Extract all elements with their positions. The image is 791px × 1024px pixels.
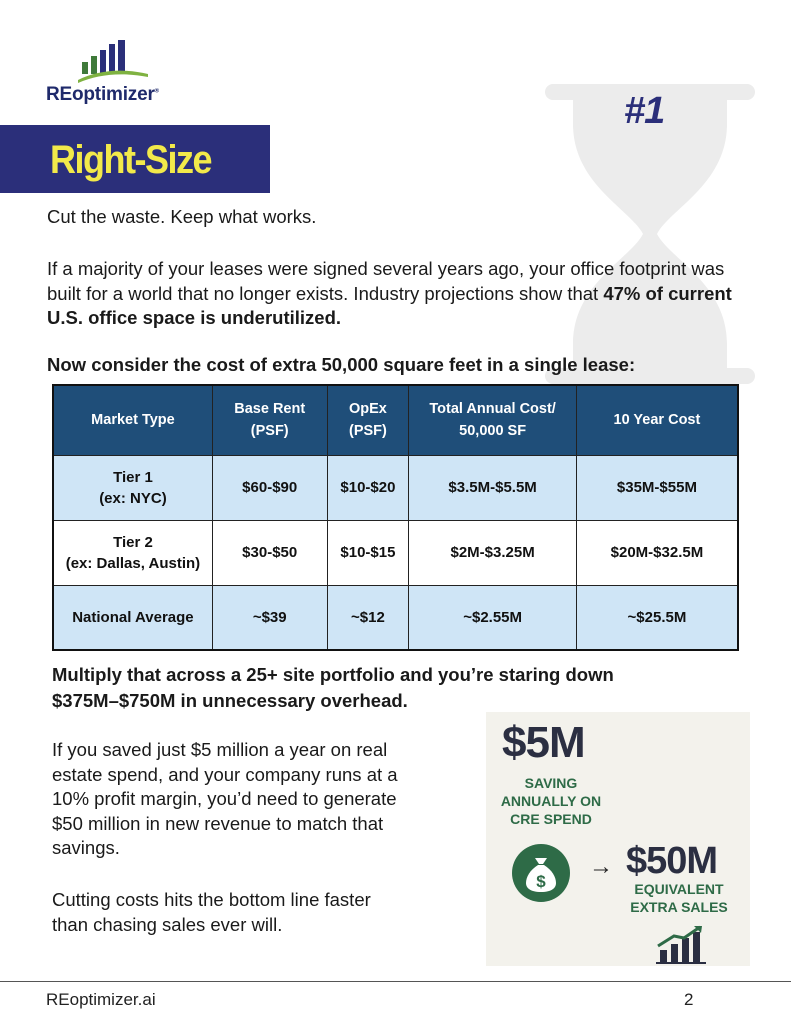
intro-text: If a majority of your leases were signed…: [47, 258, 725, 304]
table-header-row: Market Type Base Rent (PSF) OpEx (PSF) Tot…: [52, 384, 739, 456]
portfolio-callout: Multiply that across a 25+ site portfoli…: [52, 662, 752, 714]
savings-amount: $5M: [502, 718, 586, 767]
money-bag-icon: $: [512, 844, 570, 902]
column-header: Total Annual Cost/50,000 SF: [408, 384, 577, 456]
callout-line: Multiply that across a 25+ site portfoli…: [52, 664, 614, 685]
svg-text:$: $: [536, 872, 546, 891]
table-cell: $35M-$55M: [575, 454, 739, 521]
paragraph-line: If you saved just $5 million a year on r…: [52, 739, 388, 760]
paragraph-line: 10% profit margin, you’d need to generat…: [52, 788, 397, 809]
section-title: Right-Size: [50, 136, 213, 182]
table-cell: Tier 1 (ex: NYC): [52, 454, 213, 521]
revenue-caption: EQUIVALENT EXTRA SALES: [630, 881, 728, 915]
growth-chart-icon: [656, 925, 706, 964]
table-cell: $2M-$3.25M: [408, 519, 577, 586]
column-header: 10 Year Cost: [575, 384, 739, 456]
table-cell: ~$12: [326, 584, 410, 651]
table-cell: National Average: [52, 584, 213, 651]
tagline: Cut the waste. Keep what works.: [47, 206, 317, 227]
section-number: #1: [624, 90, 665, 132]
logo-wordmark: REoptimizer®: [46, 84, 159, 105]
paragraph-line: than chasing sales ever will.: [52, 913, 283, 935]
column-header: Base Rent (PSF): [211, 384, 328, 456]
intro-highlight: 47% of current U.S. office space is unde…: [47, 282, 732, 329]
savings-caption: SAVING ANNUALLY ON CRE SPEND: [500, 775, 602, 827]
page-number: 2: [684, 990, 694, 1009]
paragraph-line: savings.: [52, 837, 120, 858]
table-cell: $3.5M-$5.5M: [408, 454, 577, 521]
arrow-right-icon: →: [589, 853, 613, 880]
table-heading: Now consider the cost of extra 50,000 sq…: [47, 354, 636, 375]
savings-infographic: $5M SAVING ANNUALLY ON CRE SPEND $ → $50…: [486, 712, 750, 966]
hourglass-watermark-icon: [545, 84, 755, 384]
table-row: Tier 1 (ex: NYC) $60-$90 $10-$20 $3.5M-$5…: [52, 454, 739, 521]
table-cell: $60-$90: [211, 454, 328, 521]
footer-site: REoptimizer.ai: [46, 990, 156, 1009]
paragraph-line: Cutting costs hits the bottom line faste…: [52, 889, 371, 910]
column-header: OpEx (PSF): [326, 384, 410, 456]
section-banner: Right-Size: [0, 125, 270, 193]
table-row: Tier 2 (ex: Dallas, Austin) $30-$50 $10-$…: [52, 519, 739, 586]
closing-paragraph: Cutting costs hits the bottom line faste…: [52, 888, 472, 937]
revenue-equivalent-amount: $50M: [626, 840, 718, 882]
table-cell: $20M-$32.5M: [575, 519, 739, 586]
column-header: Market Type: [52, 384, 213, 456]
intro-paragraph: If a majority of your leases were signed…: [47, 257, 747, 331]
callout-line: $375M–$750M in unnecessary overhead.: [52, 690, 408, 711]
savings-paragraph: If you saved just $5 million a year on r…: [52, 738, 472, 861]
table-cell: $10-$20: [326, 454, 410, 521]
building-bars-logo-icon: [78, 40, 148, 83]
table-cell: ~$39: [211, 584, 328, 651]
footer-divider: [0, 981, 791, 982]
table-cell: ~$25.5M: [575, 584, 739, 651]
table-cell: $30-$50: [211, 519, 328, 586]
paragraph-line: estate spend, and your company runs at a: [52, 763, 398, 785]
table-cell: $10-$15: [326, 519, 410, 586]
company-logo: REoptimizer®: [46, 40, 186, 110]
lease-cost-table: Market Type Base Rent (PSF) OpEx (PSF) Tot…: [52, 384, 739, 651]
table-cell: Tier 2 (ex: Dallas, Austin): [52, 519, 213, 586]
table-row: National Average ~$39 ~$12 ~$2.55M ~$25.…: [52, 584, 739, 651]
table-cell: ~$2.55M: [408, 584, 577, 651]
paragraph-line: $50 million in new revenue to match that: [52, 812, 384, 834]
